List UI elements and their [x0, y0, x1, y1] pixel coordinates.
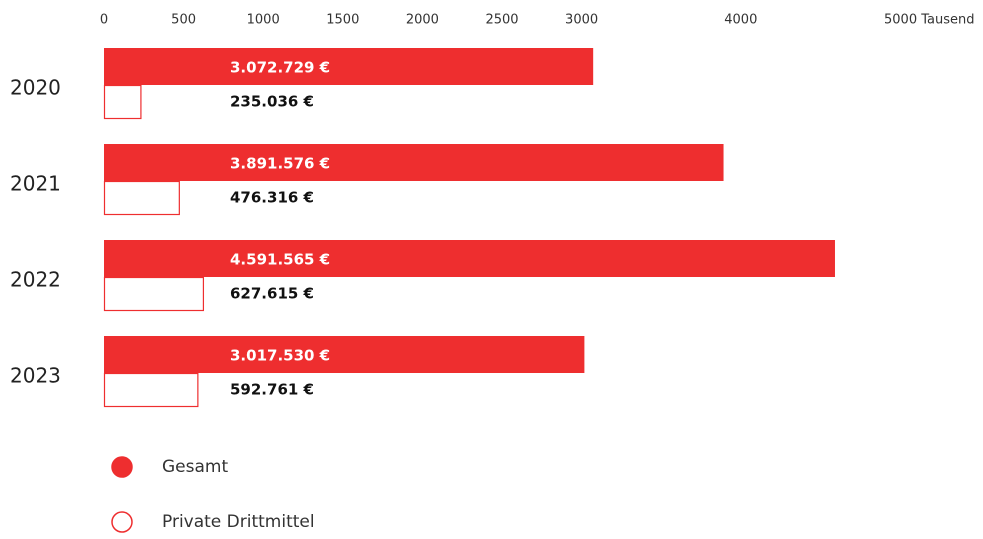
value-label: 592.761 € — [230, 381, 314, 399]
x-tick-label: 4000 — [724, 13, 757, 28]
bar — [103, 84, 142, 120]
year-label: 2021 — [10, 172, 61, 196]
bar — [104, 48, 594, 85]
x-tick-label: 1000 — [247, 13, 280, 28]
x-tick-label: 5000 Tausend — [884, 13, 974, 28]
x-tick-label: 1500 — [326, 13, 359, 28]
value-label: 476.316 € — [230, 189, 314, 207]
bar — [103, 276, 205, 312]
year-label: 2023 — [10, 364, 61, 388]
bar — [104, 144, 724, 181]
bar — [104, 240, 835, 277]
x-tick-label: 0 — [100, 13, 108, 28]
legend-label: Gesamt — [162, 457, 228, 477]
value-label: 627.615 € — [230, 285, 314, 303]
x-tick-label: 500 — [171, 13, 196, 28]
x-tick-label: 3000 — [565, 13, 598, 28]
value-label: 3.017.530 € — [230, 347, 330, 365]
legend-marker — [111, 456, 133, 478]
year-label: 2022 — [10, 268, 61, 292]
value-label: 235.036 € — [230, 93, 314, 111]
bar — [103, 180, 180, 216]
value-label: 3.072.729 € — [230, 59, 330, 77]
legend-marker — [111, 511, 133, 533]
value-label: 4.591.565 € — [230, 251, 330, 269]
x-tick-label: 2000 — [406, 13, 439, 28]
value-label: 3.891.576 € — [230, 155, 330, 173]
bar — [104, 336, 585, 373]
legend-label: Private Drittmittel — [162, 512, 315, 532]
x-tick-label: 2500 — [485, 13, 518, 28]
bar — [103, 372, 199, 408]
year-label: 2020 — [10, 76, 61, 100]
